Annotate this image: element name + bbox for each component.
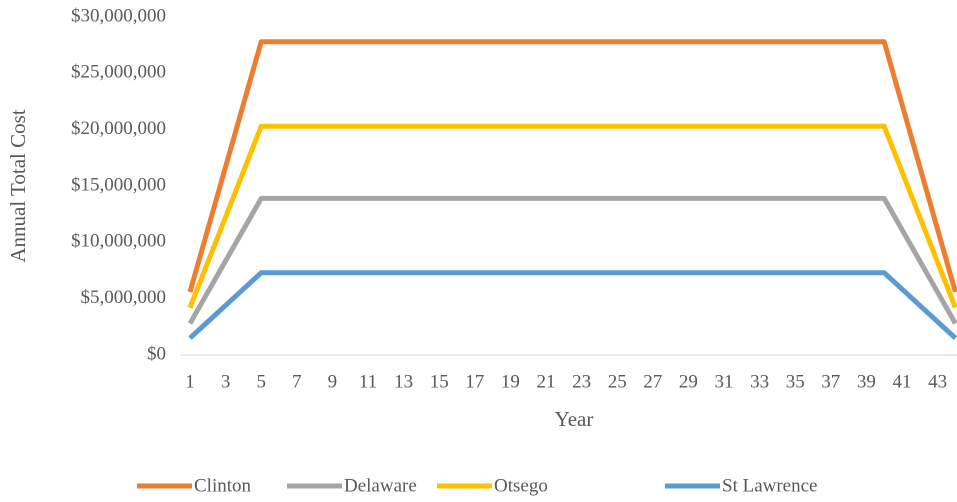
legend-label: Clinton <box>194 475 252 496</box>
x-tick-label: 37 <box>821 371 840 392</box>
x-axis-label: Year <box>555 407 594 431</box>
legend-label: St Lawrence <box>722 475 817 496</box>
x-tick-label: 29 <box>679 371 698 392</box>
y-tick-label: $30,000,000 <box>71 5 166 26</box>
x-tick-label: 23 <box>572 371 591 392</box>
y-tick-label: $20,000,000 <box>71 118 166 139</box>
x-tick-label: 3 <box>221 371 231 392</box>
x-tick-label: 15 <box>430 371 449 392</box>
x-tick-label: 9 <box>328 371 338 392</box>
series-line <box>188 270 957 340</box>
x-tick-label: 21 <box>537 371 556 392</box>
x-tick-label: 27 <box>643 371 662 392</box>
x-tick-label: 25 <box>608 371 627 392</box>
x-tick-label: 43 <box>928 371 947 392</box>
series-line <box>187 195 957 325</box>
x-tick-label: 39 <box>857 371 876 392</box>
y-tick-label: $25,000,000 <box>71 62 166 83</box>
legend-label: Delaware <box>344 475 417 496</box>
x-tick-label: 17 <box>465 371 484 392</box>
y-axis-label: Annual Total Cost <box>6 109 30 262</box>
x-tick-label: 41 <box>893 371 912 392</box>
x-tick-label: 5 <box>256 371 266 392</box>
x-tick-label: 13 <box>394 371 413 392</box>
x-tick-label: 35 <box>786 371 805 392</box>
x-tick-label: 33 <box>750 371 769 392</box>
series-line <box>187 123 957 309</box>
series-line <box>187 39 957 293</box>
x-tick-label: 31 <box>715 371 734 392</box>
y-tick-label: $0 <box>147 343 166 364</box>
x-tick-label: 11 <box>359 371 377 392</box>
legend-label: Otsego <box>494 475 548 496</box>
y-tick-label: $15,000,000 <box>71 174 166 195</box>
x-tick-label: 7 <box>292 371 302 392</box>
x-tick-label: 19 <box>501 371 520 392</box>
x-tick-label: 1 <box>185 371 195 392</box>
y-tick-label: $10,000,000 <box>71 231 166 252</box>
y-tick-label: $5,000,000 <box>81 287 167 308</box>
